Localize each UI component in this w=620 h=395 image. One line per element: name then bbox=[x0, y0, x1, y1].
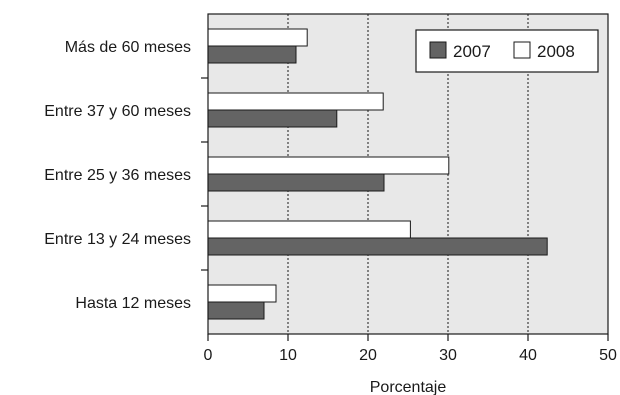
category-labels: Más de 60 meses Entre 37 y 60 meses Entre … bbox=[44, 39, 191, 312]
bar-2008-0 bbox=[207, 28, 308, 47]
x-axis-title: Porcentaje bbox=[370, 379, 447, 395]
bar-2007-1 bbox=[207, 109, 338, 128]
category-ticks bbox=[201, 77, 208, 271]
bar-2008-1 bbox=[207, 92, 384, 111]
category-label: Más de 60 meses bbox=[65, 39, 191, 56]
legend-label-2007: 2007 bbox=[453, 42, 491, 61]
x-tick-label-40: 40 bbox=[519, 347, 537, 364]
bar-2008-2 bbox=[207, 156, 450, 175]
bar-2007-0 bbox=[207, 45, 297, 64]
legend: 2007 2008 bbox=[415, 29, 599, 73]
bar-2007-3 bbox=[207, 237, 548, 256]
bar-2008-3 bbox=[207, 220, 411, 239]
x-tick-label-20: 20 bbox=[359, 347, 377, 364]
bar-2007-2 bbox=[207, 173, 385, 192]
bar-2008-4 bbox=[207, 284, 277, 303]
x-tick-label-10: 10 bbox=[279, 347, 297, 364]
plot-frame bbox=[207, 13, 609, 335]
x-axis-ticks: 0 10 20 30 40 50 bbox=[204, 334, 617, 364]
category-label: Entre 37 y 60 meses bbox=[44, 103, 191, 120]
x-tick-label-30: 30 bbox=[439, 347, 457, 364]
legend-label-2008: 2008 bbox=[537, 42, 575, 61]
bar-2007-4 bbox=[207, 301, 265, 320]
category-label: Entre 13 y 24 meses bbox=[44, 231, 191, 248]
bars bbox=[207, 28, 548, 320]
legend-swatch-2008 bbox=[513, 41, 531, 59]
category-label: Hasta 12 meses bbox=[75, 295, 191, 312]
category-label: Entre 25 y 36 meses bbox=[44, 167, 191, 184]
x-tick-label-0: 0 bbox=[204, 347, 213, 364]
x-tick-label-50: 50 bbox=[599, 347, 617, 364]
legend-swatch-2007 bbox=[429, 41, 447, 59]
